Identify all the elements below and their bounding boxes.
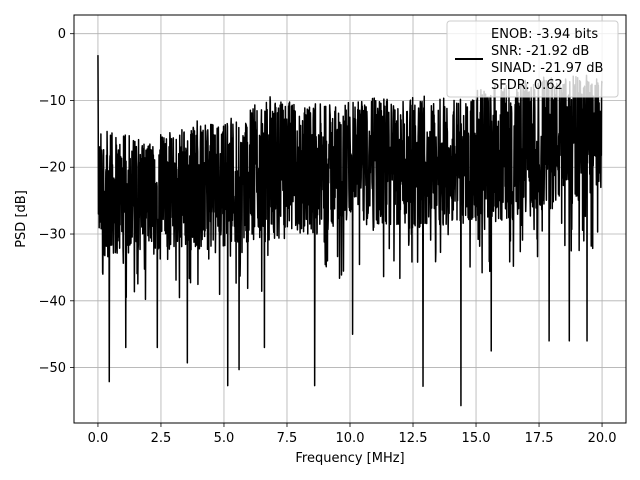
legend: ENOB: -3.94 bits SNR: -21.92 dB SINAD: -…: [446, 20, 619, 98]
x-axis-ticks: 0.0 2.5 5.0 7.5 10.0 12.5 15.0 17.5 20.0: [88, 423, 617, 446]
y-tick-label: −10: [39, 94, 66, 109]
x-tick-label: 12.5: [399, 431, 428, 446]
x-tick-label: 2.5: [151, 431, 172, 446]
x-tick-label: 10.0: [336, 431, 365, 446]
legend-line-sfdr: SFDR: 0.62: [491, 78, 563, 93]
psd-series: [97, 55, 603, 407]
legend-line-snr: SNR: -21.92 dB: [491, 44, 589, 59]
y-tick-label: −40: [39, 294, 66, 309]
y-tick-label: 0: [58, 27, 66, 42]
legend-box: [446, 20, 619, 98]
x-tick-label: 15.0: [462, 431, 491, 446]
psd-series-line: [97, 55, 603, 407]
x-tick-label: 20.0: [588, 431, 617, 446]
x-tick-label: 5.0: [214, 431, 235, 446]
y-tick-label: −30: [39, 228, 66, 243]
y-tick-label: −20: [39, 161, 66, 176]
x-tick-label: 17.5: [525, 431, 554, 446]
x-tick-label: 0.0: [88, 431, 109, 446]
legend-line-enob: ENOB: -3.94 bits: [491, 27, 598, 42]
y-axis-ticks: 0 −10 −20 −30 −40 −50: [39, 27, 74, 376]
y-tick-label: −50: [39, 361, 66, 376]
y-axis-label: PSD [dB]: [14, 190, 29, 248]
legend-line-sinad: SINAD: -21.97 dB: [491, 61, 603, 76]
x-axis-label: Frequency [MHz]: [295, 451, 404, 466]
x-tick-label: 7.5: [277, 431, 298, 446]
